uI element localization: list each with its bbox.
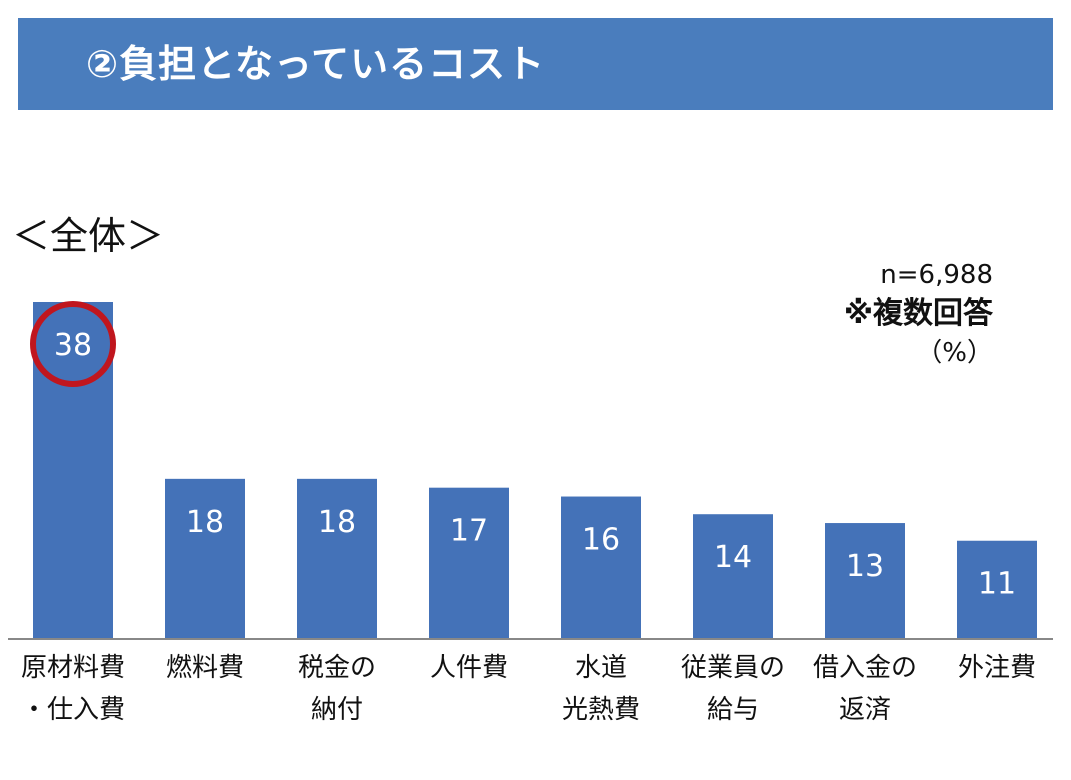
bar-value-3: 17: [450, 514, 488, 549]
bar-0: [33, 302, 113, 638]
sample-size: n=6,988: [880, 260, 993, 290]
bar-value-0: 38: [54, 328, 92, 363]
bar-value-2: 18: [318, 505, 356, 540]
bar-4: [561, 496, 641, 638]
chart-subtitle: ＜全体＞: [12, 214, 165, 258]
bar-2: [297, 478, 377, 638]
bar-value-1: 18: [186, 505, 224, 540]
page-title: ②負担となっているコスト: [86, 42, 546, 86]
bar-6: [825, 523, 905, 638]
highlight-circle: [30, 301, 116, 387]
bar-value-7: 11: [978, 567, 1016, 602]
bar-5: [693, 514, 773, 638]
category-label-5-0: 従業員の: [681, 653, 785, 683]
category-label-0-1: ・仕入費: [21, 695, 125, 725]
category-label-7-0: 外注費: [958, 653, 1036, 683]
chart-meta: n=6,988 ※複数回答 （%）: [844, 258, 993, 370]
category-label-4-0: 水道: [575, 653, 627, 683]
bar-value-5: 14: [714, 540, 752, 575]
title-bar: ②負担となっているコスト: [18, 18, 1053, 110]
unit-label: （%）: [916, 338, 993, 368]
bar-3: [429, 487, 509, 638]
category-label-5-1: 給与: [707, 695, 759, 725]
bar-7: [957, 540, 1037, 638]
category-label-0-0: 原材料費: [21, 653, 125, 683]
category-label-2-0: 税金の: [298, 653, 376, 683]
bar-value-4: 16: [582, 523, 620, 558]
bar-1: [165, 478, 245, 638]
bar-value-6: 13: [846, 549, 884, 584]
category-label-6-0: 借入金の: [813, 653, 917, 683]
category-label-3-0: 人件費: [430, 653, 508, 683]
category-label-2-1: 納付: [311, 695, 363, 725]
category-label-1-0: 燃料費: [166, 653, 244, 683]
category-label-4-1: 光熱費: [562, 695, 640, 725]
category-label-6-1: 返済: [839, 695, 891, 725]
multiple-answer-note: ※複数回答: [843, 296, 993, 331]
